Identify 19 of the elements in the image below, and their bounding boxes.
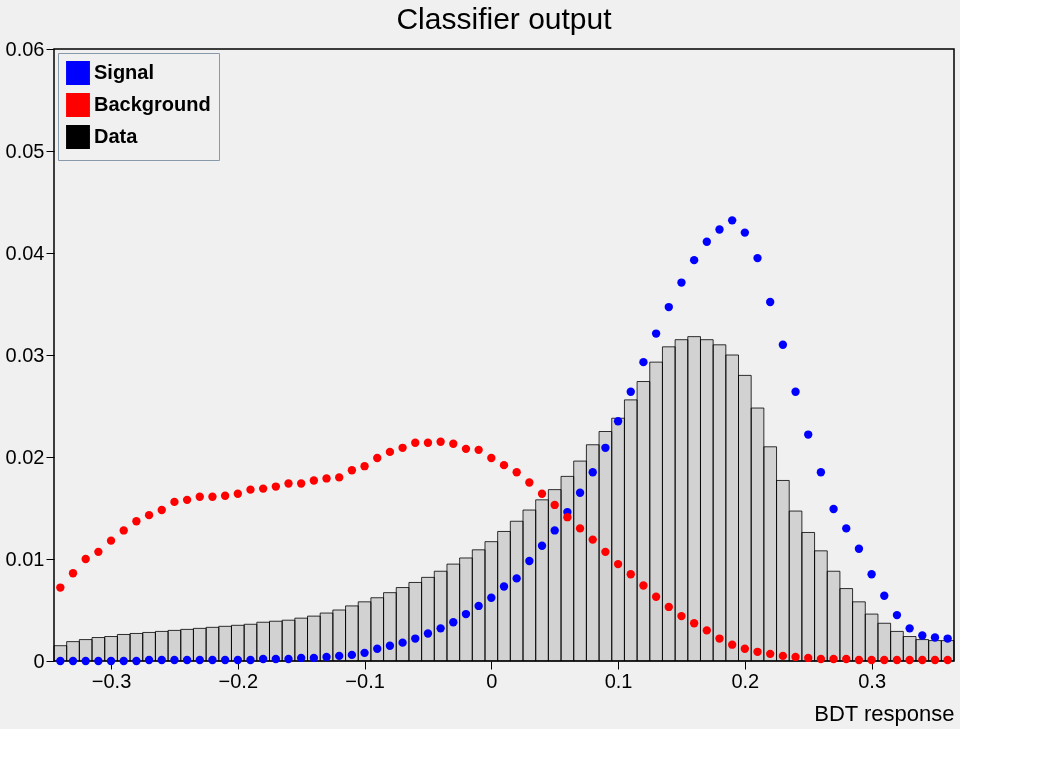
x-tick-label: −0.2 <box>218 669 259 692</box>
x-tick-label: −0.1 <box>345 669 385 692</box>
legend-label: Background <box>94 93 211 115</box>
x-tick-label: −0.3 <box>91 669 132 692</box>
y-tick-label: 0.04 <box>5 241 45 264</box>
x-tick-label: 0 <box>486 669 498 692</box>
y-tick-label: 0.02 <box>5 445 45 468</box>
x-tick-label: 0.2 <box>731 669 760 692</box>
y-tick-label: 0 <box>33 649 45 672</box>
x-axis-title: BDT response <box>814 700 955 726</box>
y-tick-label: 0.05 <box>5 139 45 162</box>
legend-label: Data <box>94 125 139 147</box>
legend-label: Signal <box>94 61 155 83</box>
chart-title: Classifier output <box>396 2 613 35</box>
y-tick-label: 0.01 <box>5 547 45 570</box>
y-tick-label: 0.06 <box>5 37 45 60</box>
x-tick-label: 0.3 <box>858 669 887 692</box>
y-tick-label: 0.03 <box>5 343 45 366</box>
x-tick-label: 0.1 <box>604 669 633 692</box>
